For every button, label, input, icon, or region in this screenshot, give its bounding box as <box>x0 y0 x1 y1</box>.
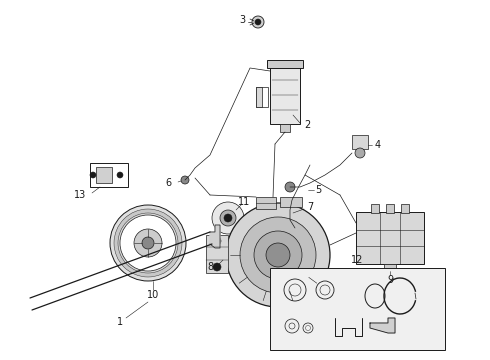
Circle shape <box>266 243 290 267</box>
Circle shape <box>213 263 221 271</box>
Circle shape <box>110 205 186 281</box>
Circle shape <box>255 19 261 25</box>
Text: 2: 2 <box>304 120 310 130</box>
Bar <box>96 167 112 183</box>
Bar <box>267 60 303 68</box>
Polygon shape <box>210 225 220 248</box>
Bar <box>256 87 262 107</box>
Circle shape <box>117 172 123 178</box>
Bar <box>384 264 396 271</box>
Text: 10: 10 <box>147 290 159 300</box>
Circle shape <box>252 16 264 28</box>
Circle shape <box>224 214 232 222</box>
Bar <box>270 268 445 350</box>
Text: 13: 13 <box>74 190 86 200</box>
Circle shape <box>134 229 162 257</box>
Circle shape <box>118 213 178 273</box>
Bar <box>270 66 300 124</box>
Bar <box>356 212 424 264</box>
Polygon shape <box>370 318 395 333</box>
Circle shape <box>240 217 316 293</box>
Circle shape <box>226 203 330 307</box>
Text: 5: 5 <box>315 185 321 195</box>
Bar <box>280 197 302 207</box>
Bar <box>280 124 290 132</box>
Circle shape <box>285 182 295 192</box>
Text: 8: 8 <box>207 262 213 272</box>
Bar <box>401 204 409 213</box>
Circle shape <box>289 222 301 234</box>
Bar <box>256 87 268 107</box>
Circle shape <box>90 172 96 178</box>
Bar <box>90 163 128 187</box>
Text: 4: 4 <box>375 140 381 150</box>
Circle shape <box>220 210 236 226</box>
Text: 3: 3 <box>239 15 245 25</box>
Text: 11: 11 <box>238 197 250 207</box>
Circle shape <box>142 237 154 249</box>
Text: 12: 12 <box>351 255 363 265</box>
Bar <box>206 235 228 273</box>
Circle shape <box>114 209 182 277</box>
Circle shape <box>254 231 302 279</box>
Bar <box>371 204 379 213</box>
Circle shape <box>181 176 189 184</box>
Circle shape <box>355 148 365 158</box>
Circle shape <box>120 215 176 271</box>
Circle shape <box>213 237 221 245</box>
Circle shape <box>212 202 244 234</box>
Text: 6: 6 <box>165 178 171 188</box>
Text: 1: 1 <box>117 317 123 327</box>
Text: 9: 9 <box>387 275 393 285</box>
Text: 7: 7 <box>307 202 313 212</box>
Bar <box>256 197 276 209</box>
Bar <box>386 204 394 213</box>
Bar <box>352 135 368 149</box>
